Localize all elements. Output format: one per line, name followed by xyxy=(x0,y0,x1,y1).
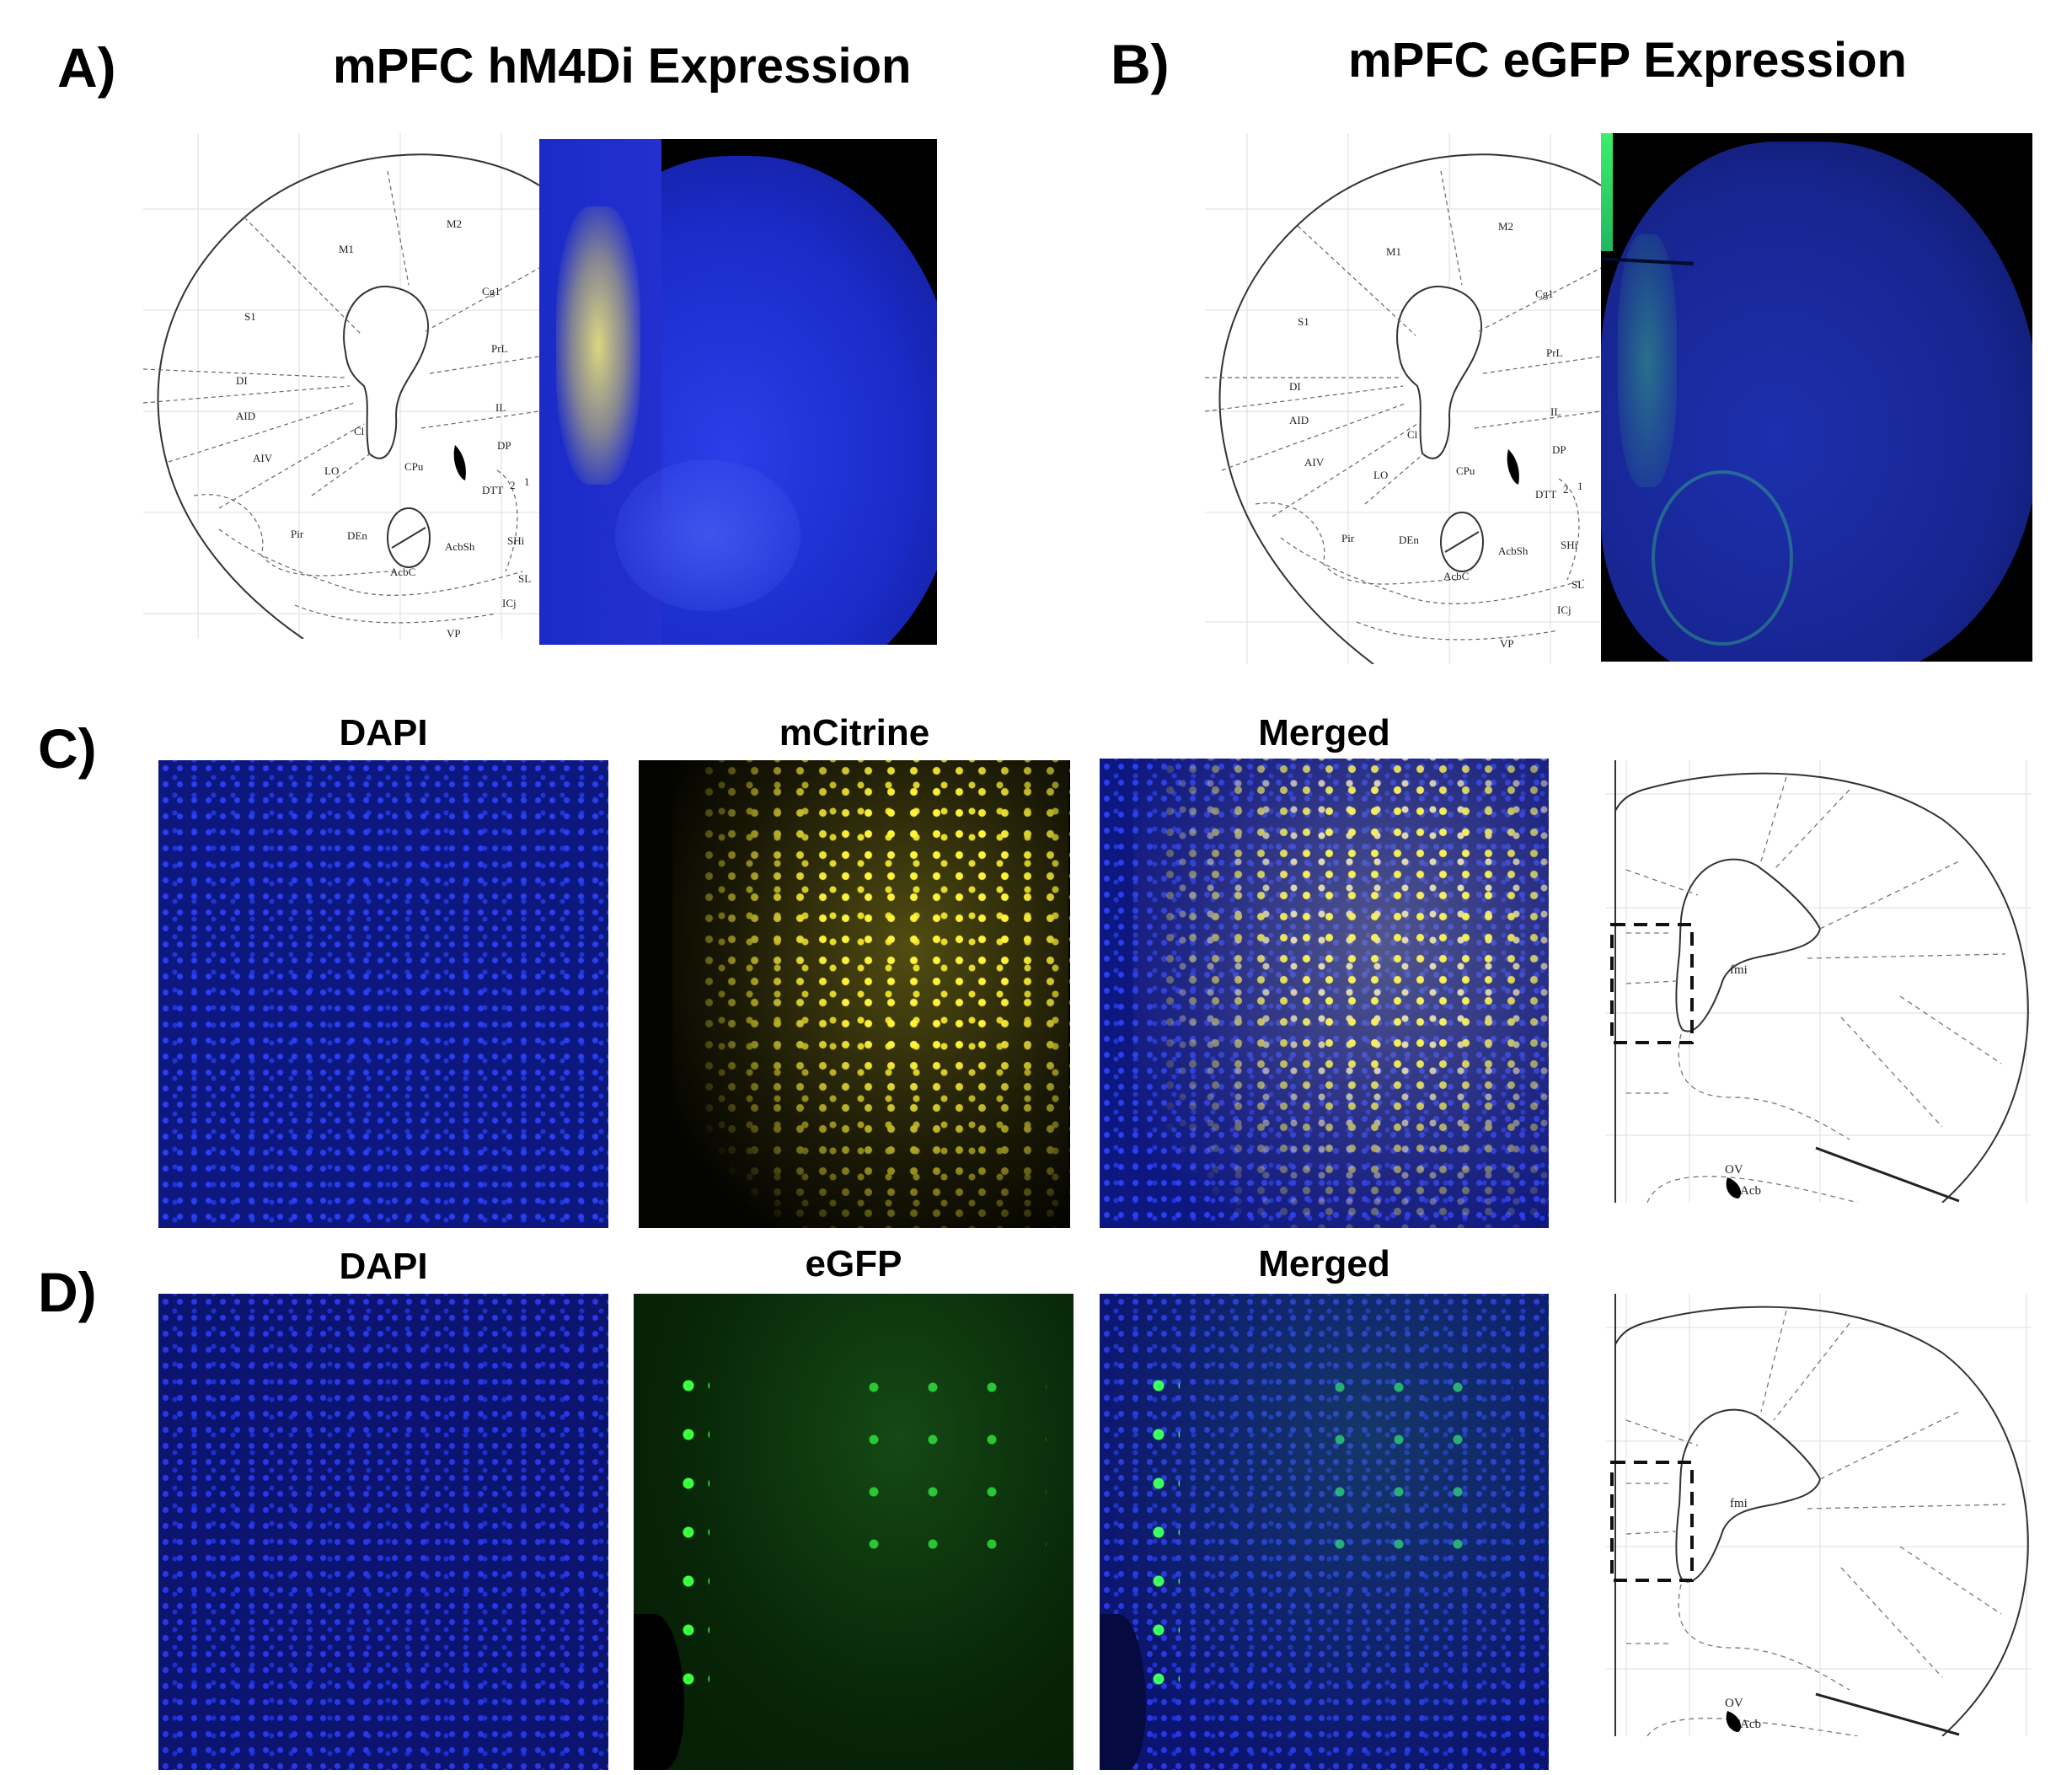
svg-text:2: 2 xyxy=(510,479,516,491)
svg-text:M1: M1 xyxy=(1386,245,1401,258)
svg-text:AID: AID xyxy=(1289,414,1309,426)
svg-text:IL: IL xyxy=(495,401,506,414)
panel-d-col-merged-title: Merged xyxy=(1258,1243,1390,1284)
panel-a-letter: A) xyxy=(57,36,116,99)
svg-text:SL: SL xyxy=(1571,578,1584,591)
svg-text:CPu: CPu xyxy=(404,460,424,473)
svg-text:SHi: SHi xyxy=(507,534,525,547)
svg-text:ICj: ICj xyxy=(1557,603,1571,616)
inset-c-label-acb: Acb xyxy=(1740,1184,1761,1198)
svg-text:DP: DP xyxy=(1552,443,1566,456)
panel-c-col-merged-title: Merged xyxy=(1258,712,1390,753)
panel-d-merged-image xyxy=(1100,1294,1549,1770)
panel-b-letter: B) xyxy=(1111,33,1170,95)
svg-text:AID: AID xyxy=(236,410,255,422)
inset-d-label-fmi: fmi xyxy=(1730,1497,1748,1510)
svg-text:Cg1: Cg1 xyxy=(482,285,501,298)
svg-text:Cl: Cl xyxy=(354,425,365,437)
svg-text:Pir: Pir xyxy=(291,528,304,540)
svg-text:AIV: AIV xyxy=(1304,456,1325,469)
panel-a-atlas: M1 M2 S1 Cg1 PrL DI AID IL Cl AIV DP LO CPu DTT… xyxy=(143,133,539,639)
svg-text:S1: S1 xyxy=(244,310,256,323)
svg-text:PrL: PrL xyxy=(1546,346,1563,359)
panel-c-merged-image xyxy=(1100,759,1549,1228)
svg-text:DP: DP xyxy=(497,439,511,452)
panel-d-inset-atlas: fmi OV Acb xyxy=(1605,1294,2031,1736)
svg-text:M2: M2 xyxy=(447,217,462,230)
svg-text:VP: VP xyxy=(1500,637,1514,650)
svg-text:Cl: Cl xyxy=(1407,428,1418,441)
panel-c-inset-atlas: fmi OV Acb xyxy=(1605,760,2031,1203)
inset-c-label-fmi: fmi xyxy=(1730,963,1748,977)
svg-text:AIV: AIV xyxy=(253,452,273,464)
inset-d-label-acb: Acb xyxy=(1740,1718,1761,1731)
svg-text:DI: DI xyxy=(236,374,248,387)
panel-c-col-dapi-title: DAPI xyxy=(339,712,428,753)
panel-d-col-dapi-title: DAPI xyxy=(339,1246,428,1287)
svg-text:IL: IL xyxy=(1550,405,1561,418)
panel-b-egfp-section xyxy=(1601,133,2032,662)
svg-text:ICj: ICj xyxy=(502,597,517,609)
svg-text:Pir: Pir xyxy=(1341,532,1355,544)
svg-text:Cg1: Cg1 xyxy=(1535,287,1554,300)
svg-text:AcbC: AcbC xyxy=(390,566,415,578)
panel-c-dapi-image xyxy=(158,760,608,1228)
svg-text:AcbC: AcbC xyxy=(1443,570,1469,582)
svg-text:DI: DI xyxy=(1289,380,1301,393)
panel-a-title: mPFC hM4Di Expression xyxy=(333,39,912,94)
svg-text:S1: S1 xyxy=(1298,315,1309,328)
svg-text:1: 1 xyxy=(1577,480,1583,492)
svg-text:CPu: CPu xyxy=(1456,464,1475,477)
svg-text:LO: LO xyxy=(324,464,339,477)
svg-text:M2: M2 xyxy=(1498,220,1513,233)
panel-c-mcitrine-image xyxy=(639,760,1070,1228)
panel-d-dapi-image xyxy=(158,1294,608,1770)
svg-text:AcbSh: AcbSh xyxy=(445,540,475,553)
panel-c-col-mcitrine-title: mCitrine xyxy=(779,712,930,753)
svg-text:SHi: SHi xyxy=(1561,539,1578,551)
svg-text:PrL: PrL xyxy=(491,342,508,355)
panel-d-col-egfp-title: eGFP xyxy=(805,1243,902,1284)
svg-text:1: 1 xyxy=(524,475,530,488)
panel-c-letter: C) xyxy=(38,717,97,780)
inset-c-label-ov: OV xyxy=(1725,1163,1743,1177)
svg-text:DEn: DEn xyxy=(1399,534,1419,546)
svg-text:M1: M1 xyxy=(339,243,354,255)
svg-text:VP: VP xyxy=(447,627,461,639)
panel-b-atlas: M1 M2 S1 Cg1 PrL DI AID IL Cl AIV DP LO CPu DTT… xyxy=(1205,133,1601,664)
svg-text:DTT: DTT xyxy=(1535,488,1556,501)
svg-text:LO: LO xyxy=(1373,469,1388,481)
panel-a-hm4di-section xyxy=(539,139,937,645)
svg-text:AcbSh: AcbSh xyxy=(1498,544,1529,557)
inset-d-label-ov: OV xyxy=(1725,1697,1743,1710)
svg-text:DTT: DTT xyxy=(482,484,503,496)
panel-d-egfp-image xyxy=(634,1294,1073,1770)
svg-text:DEn: DEn xyxy=(347,529,367,542)
svg-text:SL: SL xyxy=(518,572,531,585)
svg-text:2: 2 xyxy=(1563,483,1569,496)
panel-b-title: mPFC eGFP Expression xyxy=(1348,33,1907,88)
panel-d-letter: D) xyxy=(38,1261,97,1323)
